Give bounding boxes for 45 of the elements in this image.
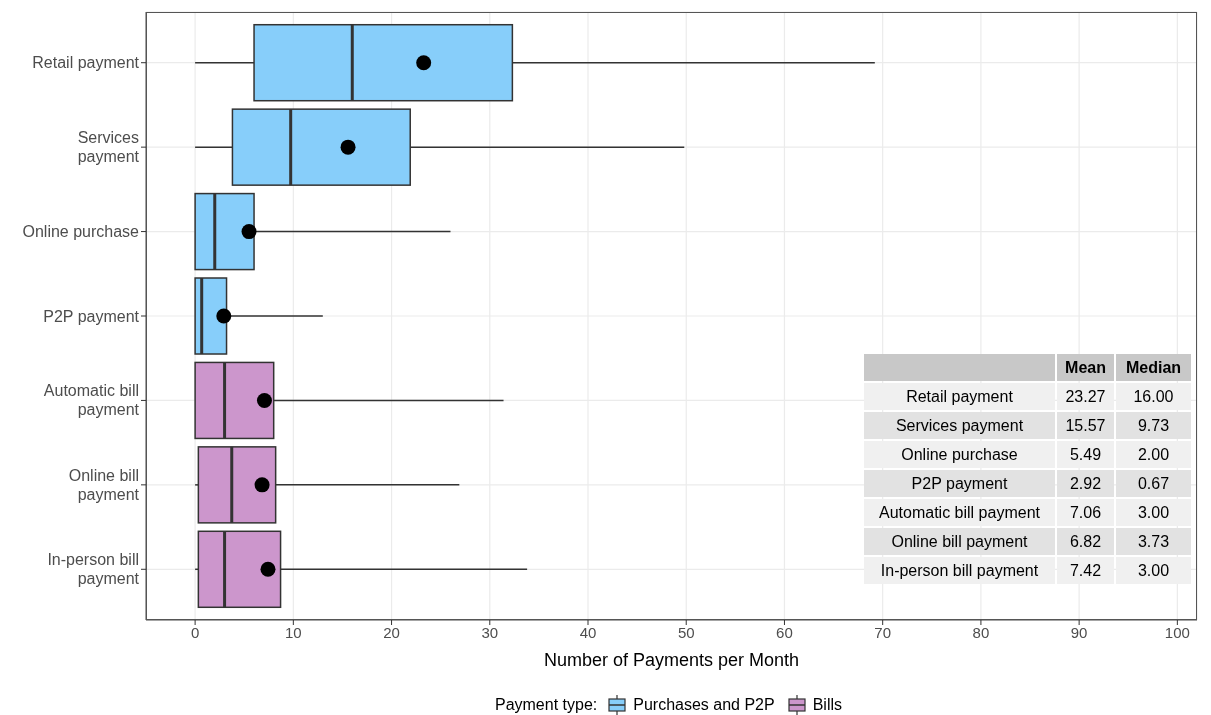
x-axis-title: Number of Payments per Month xyxy=(543,650,800,670)
x-tick-label: 50 xyxy=(677,623,695,641)
category-label: Retail payment xyxy=(864,383,1055,410)
x-tick-label: 100 xyxy=(1164,623,1190,641)
y-tick-label: Online purchase xyxy=(22,223,140,241)
category-label: Services payment xyxy=(864,412,1055,439)
category-label: Online bill payment xyxy=(864,528,1055,555)
data-label: 3.73 xyxy=(1116,528,1191,555)
x-tick-label: 0 xyxy=(190,623,200,641)
x-tick-label: 30 xyxy=(481,623,499,641)
data-label: 23.27 xyxy=(1057,383,1114,410)
x-tick-label: 60 xyxy=(776,623,793,641)
legend-title: Payment type: xyxy=(494,696,598,714)
category-label: Automatic bill payment xyxy=(864,499,1055,526)
data-label: 16.00 xyxy=(1116,383,1191,410)
category-label: Online purchase xyxy=(864,441,1055,468)
y-tick-label: P2P payment xyxy=(43,307,140,325)
data-label: 15.57 xyxy=(1057,412,1114,439)
series-label: Mean xyxy=(1057,354,1114,381)
data-label: 6.82 xyxy=(1057,528,1114,555)
x-tick-label: 80 xyxy=(972,623,990,641)
x-tick-label: 90 xyxy=(1070,623,1088,641)
y-tick-label: In-person bill payment xyxy=(47,551,140,588)
data-label: 9.73 xyxy=(1116,412,1191,439)
y-tick-label: Services payment xyxy=(77,129,140,166)
x-tick-label: 40 xyxy=(579,623,597,641)
y-tick-label: Automatic bill payment xyxy=(43,382,140,419)
legend-label: Purchases and P2P xyxy=(633,696,775,714)
data-label: 3.00 xyxy=(1116,557,1191,584)
y-tick-label: Online bill payment xyxy=(68,466,140,503)
data-label: 7.42 xyxy=(1057,557,1114,584)
data-label: 2.92 xyxy=(1057,470,1114,497)
series-label: Median xyxy=(1116,354,1191,381)
data-label: 0.67 xyxy=(1116,470,1191,497)
y-tick-label: Retail payment xyxy=(32,54,140,72)
x-tick-label: 20 xyxy=(383,623,400,641)
category-label: P2P payment xyxy=(864,470,1055,497)
data-label: 3.00 xyxy=(1116,499,1191,526)
legend-label: Bills xyxy=(812,696,843,714)
category-label: In-person bill payment xyxy=(864,557,1055,584)
x-tick-label: 10 xyxy=(284,623,302,641)
x-tick-label: 70 xyxy=(874,623,892,641)
data-label: 7.06 xyxy=(1057,499,1114,526)
data-label: 5.49 xyxy=(1057,441,1114,468)
data-label: 2.00 xyxy=(1116,441,1191,468)
